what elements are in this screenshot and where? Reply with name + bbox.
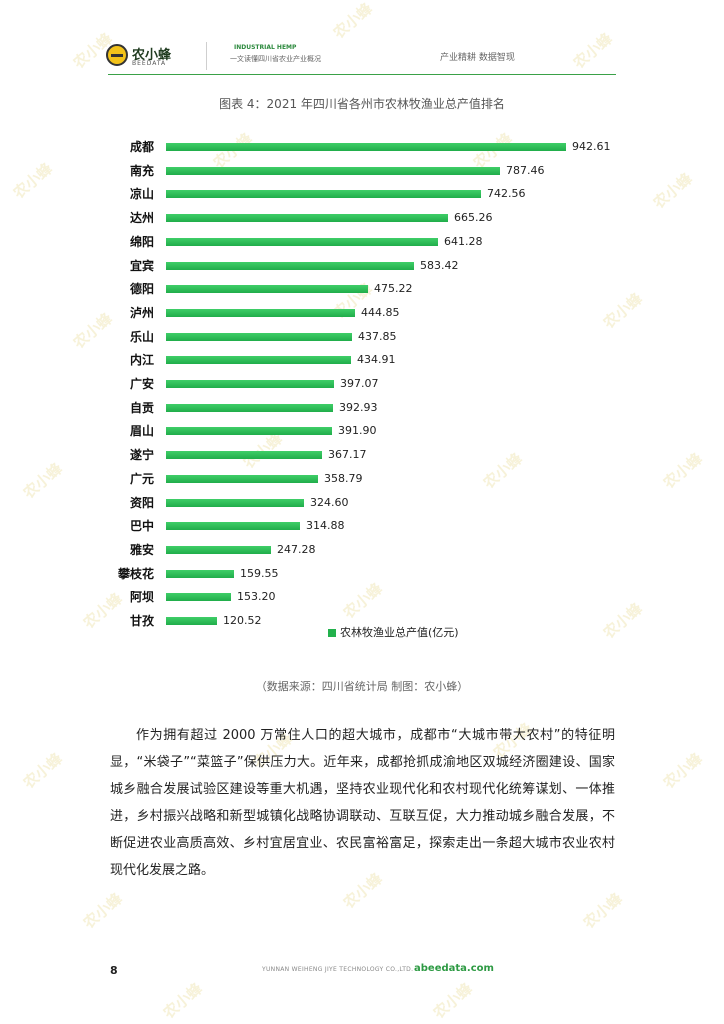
bar xyxy=(166,593,231,602)
category-label: 达州 xyxy=(129,211,154,226)
bar xyxy=(166,356,351,365)
body-text: 作为拥有超过 2000 万常住人口的超大城市，成都市“大城市带大农村”的特征明显… xyxy=(110,722,615,884)
legend-swatch xyxy=(328,629,336,637)
bar xyxy=(166,285,368,294)
data-label: 434.91 xyxy=(357,353,396,367)
legend-label: 农林牧渔业总产值(亿元) xyxy=(340,626,459,639)
bar xyxy=(166,451,322,460)
category-label: 雅安 xyxy=(129,542,154,557)
category-label: 绵阳 xyxy=(129,234,154,249)
data-label: 787.46 xyxy=(506,163,545,177)
category-label: 南充 xyxy=(129,163,154,178)
watermark: 农小蜂 xyxy=(79,889,126,933)
data-label: 665.26 xyxy=(454,211,493,225)
data-label: 159.55 xyxy=(240,566,279,580)
data-label: 247.28 xyxy=(277,542,316,556)
bar xyxy=(166,569,234,578)
data-label: 367.17 xyxy=(328,448,367,462)
header-title-cn: 一文读懂四川省农业产业概况 xyxy=(230,55,321,63)
beedata-logo: 农小蜂 BEEDATA xyxy=(106,44,186,70)
data-label: 392.93 xyxy=(339,400,378,414)
category-label: 广元 xyxy=(129,471,154,486)
data-label: 120.52 xyxy=(223,614,262,627)
category-label: 阿坝 xyxy=(129,590,154,605)
category-label: 遂宁 xyxy=(129,448,154,463)
bar xyxy=(166,143,566,151)
header-divider xyxy=(206,42,207,70)
logo-sub: BEEDATA xyxy=(132,60,167,67)
page-number: 8 xyxy=(110,964,118,977)
data-label: 444.85 xyxy=(361,305,400,319)
category-label: 资阳 xyxy=(129,495,154,510)
bar xyxy=(166,522,300,531)
data-label: 742.56 xyxy=(487,187,526,201)
watermark: 农小蜂 xyxy=(429,979,476,1023)
data-label: 391.90 xyxy=(338,424,377,438)
figure-title: 图表 4：2021 年四川省各州市农林牧渔业总产值排名 xyxy=(219,97,505,111)
footer-url[interactable]: abeedata.com xyxy=(414,963,494,974)
logo-name: 农小蜂 xyxy=(132,48,172,63)
watermark: 农小蜂 xyxy=(579,889,626,933)
bar xyxy=(166,545,271,554)
category-label: 广安 xyxy=(129,377,154,391)
data-label: 358.79 xyxy=(324,471,363,485)
bar xyxy=(166,427,332,436)
watermark: 农小蜂 xyxy=(19,749,66,793)
category-label: 泸州 xyxy=(129,305,154,320)
category-label: 眉山 xyxy=(129,424,154,439)
header-title-en: INDUSTRIAL HEMP xyxy=(234,44,297,51)
bar-chart: 农林牧渔业总产值(亿元) 成都 942.61 南充 787.46 凉山 742.56 达州 6… xyxy=(0,130,724,650)
category-label: 内江 xyxy=(129,353,154,368)
bar xyxy=(166,474,318,483)
category-label: 甘孜 xyxy=(129,614,154,628)
data-label: 641.28 xyxy=(444,234,483,248)
bar xyxy=(166,214,448,223)
page-header: 农小蜂 BEEDATA INDUSTRIAL HEMP 一文读懂四川省农业产业概… xyxy=(0,0,724,80)
figure-source: （数据来源：四川省统计局 制图：农小蜂） xyxy=(255,680,469,693)
data-label: 324.60 xyxy=(310,495,349,509)
data-label: 437.85 xyxy=(358,329,397,343)
data-label: 942.61 xyxy=(572,140,611,153)
bar xyxy=(166,237,438,246)
bar xyxy=(166,498,304,507)
category-label: 德阳 xyxy=(129,282,154,297)
watermark: 农小蜂 xyxy=(659,749,706,793)
bar xyxy=(166,308,355,317)
category-label: 攀枝花 xyxy=(117,566,154,581)
bar xyxy=(166,617,217,625)
category-label: 巴中 xyxy=(129,519,154,534)
data-label: 475.22 xyxy=(374,282,413,296)
bar xyxy=(166,403,333,412)
bar xyxy=(166,190,481,199)
bee-icon xyxy=(106,44,128,66)
category-label: 凉山 xyxy=(129,187,154,202)
category-label: 乐山 xyxy=(129,329,154,344)
bar xyxy=(166,166,500,175)
bar xyxy=(166,332,352,341)
watermark: 农小蜂 xyxy=(159,979,206,1023)
header-rule xyxy=(108,74,616,75)
data-label: 314.88 xyxy=(306,519,345,533)
data-label: 153.20 xyxy=(237,590,276,604)
header-slogan: 产业精耕 数据智现 xyxy=(440,53,515,63)
category-label: 自贡 xyxy=(129,400,154,415)
bar xyxy=(166,261,414,270)
category-label: 宜宾 xyxy=(129,258,154,273)
category-label: 成都 xyxy=(129,140,154,154)
footer-company: YUNNAN WEIHENG JIYE TECHNOLOGY CO.,LTD. xyxy=(262,966,414,973)
data-label: 583.42 xyxy=(420,258,459,272)
body-paragraph: 作为拥有超过 2000 万常住人口的超大城市，成都市“大城市带大农村”的特征明显… xyxy=(110,728,615,878)
bar xyxy=(166,380,334,388)
data-label: 397.07 xyxy=(340,377,379,390)
